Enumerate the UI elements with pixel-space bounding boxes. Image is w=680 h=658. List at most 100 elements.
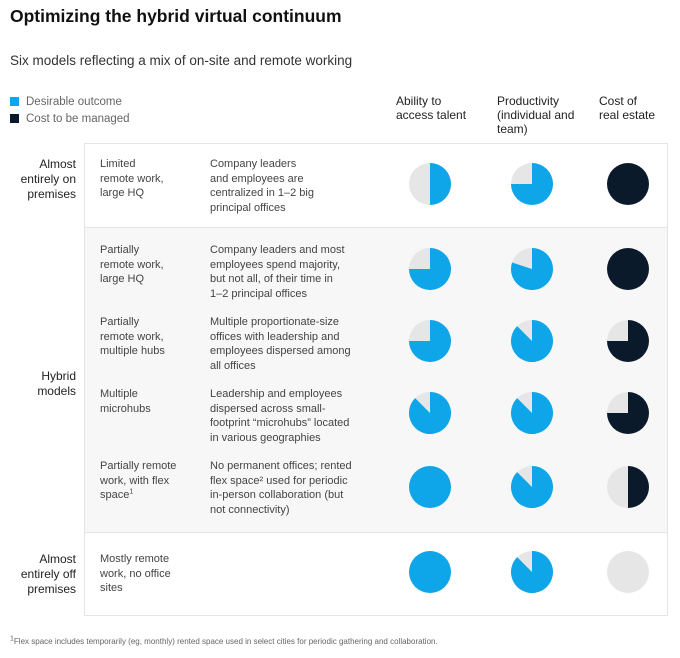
chart-subtitle: Six models reflecting a mix of on-site a… [10,53,353,68]
model-name-line: remote work, [100,172,164,185]
model-name: Partially remote work, multiple hubs [100,315,165,359]
model-name-line: space1 [100,488,176,503]
harvey-ball-4-1 [409,392,451,434]
footnote: 1Flex space includes temporarily (eg, mo… [10,635,438,646]
model-description-line: employees spend majority, [210,258,341,271]
harvey-ball-1-2 [511,163,553,205]
column-header-line: Cost of [599,94,638,108]
model-description-line: Leadership and employees [210,388,343,400]
harvey-ball-fill [511,163,553,205]
harvey-ball-5-2 [511,466,553,508]
column-header-line: (individual and [497,108,575,122]
harvey-ball-5-1 [409,466,451,508]
model-description-line: Company leaders and most [210,244,345,256]
model-name: Mostly remote work, no office sites [100,552,171,596]
column-header-line: real estate [599,108,656,122]
group-label-line: Almost [39,552,76,566]
model-name-line: Partially [100,244,140,256]
column-header-real-estate: Cost of real estate [599,94,655,122]
model-name-line: multiple hubs [100,345,165,357]
model-name-line: microhubs [100,402,151,415]
model-name-line: Mostly remote [100,553,170,565]
model-description-line: not connectivity) [210,503,290,516]
harvey-ball-fill [409,248,451,290]
chart-title: Optimizing the hybrid virtual continuum [10,6,342,26]
legend: Desirable outcome Cost to be managed [10,93,130,127]
model-description-line: in various geographies [210,431,321,444]
harvey-ball-fill [607,392,649,434]
harvey-ball-4-2 [511,392,553,434]
harvey-ball-background [409,551,451,593]
column-header-line: team) [497,122,528,136]
harvey-ball-3-2 [511,320,553,362]
harvey-ball-4-3 [607,392,649,434]
panel-hybrid [84,227,668,533]
panel-on-premises [84,143,668,228]
legend-swatch-cost [10,114,19,123]
harvey-ball-fill [409,320,451,362]
harvey-ball-2-1 [409,248,451,290]
group-label-line: premises [27,187,76,201]
model-description-line: dispersed across small- [210,402,326,415]
model-name-line: work, no office [100,567,171,580]
model-name: Limited remote work, large HQ [100,157,164,201]
harvey-ball-fill [511,466,553,508]
model-description-line: offices with leadership and [210,330,340,343]
model-description-line: footprint “microhubs” located [210,417,350,429]
harvey-ball-background [607,248,649,290]
group-label-line: Almost [39,157,76,171]
column-header-line: Productivity [497,94,560,108]
harvey-ball-background [607,551,649,593]
column-header-line: Ability to [396,94,442,108]
harvey-ball-6-2 [511,551,553,593]
model-description-line: in-person collaboration (but [210,489,344,501]
model-name-line: large HQ [100,187,145,199]
model-description-line: and employees are [210,172,304,185]
column-header-talent: Ability to access talent [396,94,466,122]
harvey-ball-2-3 [607,248,649,290]
model-name: Partially remote work, large HQ [100,243,164,287]
model-description: Multiple proportionate-size offices with… [210,315,380,373]
harvey-ball-background [409,466,451,508]
harvey-ball-3-1 [409,320,451,362]
model-name-line: large HQ [100,273,145,285]
group-label-hybrid: Hybrid models [37,369,76,399]
model-description-line: No permanent offices; rented [210,460,352,472]
model-description-line: all offices [210,359,256,372]
group-label-line: premises [27,582,76,596]
model-description-line: employees dispersed among [210,345,351,357]
harvey-ball-fill [430,163,451,205]
legend-item-desirable: Desirable outcome [10,93,130,110]
model-description: No permanent offices; rented flex space²… [210,459,380,517]
model-description-line: Company leaders [210,158,297,170]
model-name-text: space [100,489,130,501]
footnote-marker: 1 [129,488,134,496]
legend-swatch-desirable [10,97,19,106]
model-name-line: work, with flex [100,474,170,487]
model-name-line: Partially remote [100,460,177,472]
harvey-ball-fill [511,248,553,290]
harvey-ball-2-2 [511,248,553,290]
legend-label-desirable: Desirable outcome [26,95,122,108]
harvey-ball-1-3 [607,163,649,205]
group-label-on-premises: Almost entirely on premises [21,157,76,202]
model-description-line: Multiple proportionate-size [210,316,340,328]
group-label-line: models [37,384,76,398]
model-name-line: Multiple [100,388,138,400]
harvey-ball-fill [628,466,649,508]
footnote-marker: 1 [10,635,14,643]
model-name-line: Partially [100,316,140,328]
model-description-line: principal offices [210,201,286,214]
model-name: Partially remote work, with flex space1 [100,459,176,503]
model-name-line: sites [100,582,123,594]
group-label-line: entirely on [20,172,76,186]
model-name: Multiple microhubs [100,387,151,416]
model-name-line: Limited [100,158,136,170]
harvey-ball-fill [409,392,451,434]
harvey-ball-3-3 [607,320,649,362]
model-description: Company leaders and most employees spend… [210,243,380,301]
model-description-line: 1–2 principal offices [210,287,308,300]
group-label-line: entirely off [20,567,76,581]
harvey-ball-5-3 [607,466,649,508]
model-name-line: remote work, [100,330,164,343]
